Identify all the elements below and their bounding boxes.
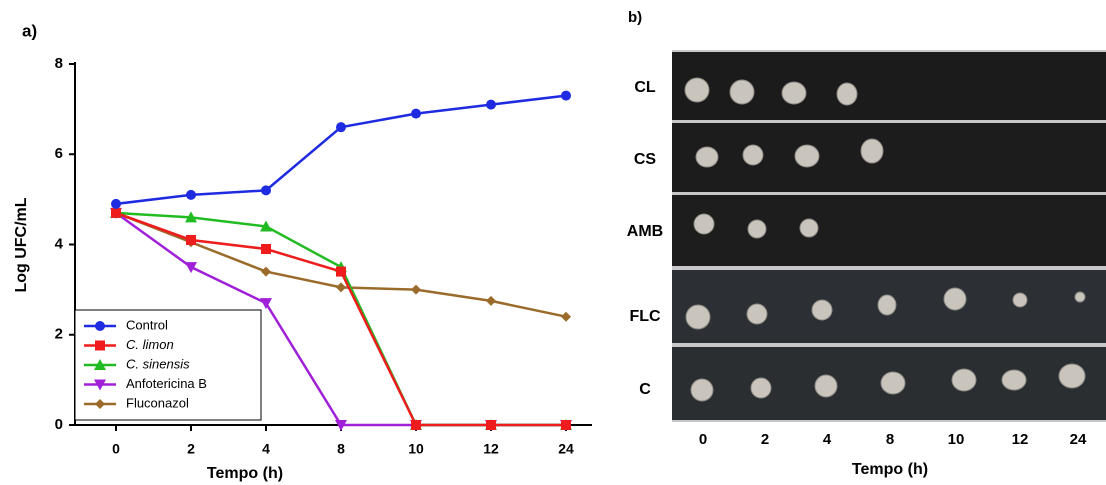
marker xyxy=(335,420,347,431)
y-tick-label: 2 xyxy=(55,326,63,343)
panel-label: a) xyxy=(22,21,37,40)
column-label: 4 xyxy=(823,431,832,448)
x-tick-label: 8 xyxy=(337,441,345,457)
marker xyxy=(486,420,496,430)
row-label: AMB xyxy=(627,223,663,240)
marker xyxy=(261,244,271,255)
marker xyxy=(261,266,271,277)
plate-photo xyxy=(672,50,1106,422)
row-label: C xyxy=(639,381,651,398)
row-label: CL xyxy=(634,79,656,96)
marker xyxy=(185,211,197,223)
x-tick-label: 0 xyxy=(112,441,120,457)
column-label: 12 xyxy=(1012,431,1029,448)
column-label: 8 xyxy=(886,431,894,448)
x-tick-label: 2 xyxy=(187,441,195,457)
marker xyxy=(111,207,121,218)
marker xyxy=(411,420,421,430)
y-tick-label: 6 xyxy=(55,145,63,162)
marker xyxy=(185,262,197,274)
legend-label: Control xyxy=(126,317,168,332)
marker xyxy=(261,185,271,196)
marker xyxy=(561,311,571,322)
column-label: 2 xyxy=(761,431,769,448)
column-label: 10 xyxy=(948,431,965,448)
legend-label: C. limon xyxy=(126,337,174,352)
column-label: 24 xyxy=(1070,431,1087,448)
y-tick-label: 8 xyxy=(55,55,63,72)
column-label: 0 xyxy=(699,431,707,448)
data-line xyxy=(115,94,567,206)
marker xyxy=(336,266,346,277)
row-label: FLC xyxy=(629,308,661,325)
marker xyxy=(486,295,496,306)
marker xyxy=(260,298,272,310)
legend-label: C. sinensis xyxy=(126,356,190,371)
legend-marker xyxy=(95,399,105,409)
x-tick-label: 24 xyxy=(558,441,574,457)
marker xyxy=(186,189,196,200)
y-tick-label: 4 xyxy=(55,235,64,252)
row-label: CS xyxy=(634,151,657,168)
x-tick-label: 12 xyxy=(483,441,499,457)
legend-marker xyxy=(94,359,106,370)
legend-marker xyxy=(94,379,106,391)
y-tick-label: 0 xyxy=(55,416,63,433)
marker xyxy=(260,220,272,232)
x-axis-label: Tempo (h) xyxy=(852,461,928,478)
legend-label: Anfotericina B xyxy=(126,376,207,391)
marker xyxy=(336,282,346,293)
y-axis-label: Log UFC/mL xyxy=(13,197,30,292)
marker xyxy=(186,234,196,245)
marker xyxy=(411,284,421,295)
legend-marker xyxy=(95,321,105,331)
marker xyxy=(411,108,421,119)
legend-label: Fluconazol xyxy=(126,395,189,410)
x-tick-label: 10 xyxy=(408,441,424,457)
x-axis-label: Tempo (h) xyxy=(207,465,283,482)
marker xyxy=(111,198,121,209)
legend-marker xyxy=(95,340,105,351)
panel-label: b) xyxy=(628,9,642,26)
x-tick-label: 4 xyxy=(262,441,270,457)
marker xyxy=(561,420,571,430)
marker xyxy=(561,90,571,101)
marker xyxy=(486,99,496,110)
marker xyxy=(336,122,346,133)
